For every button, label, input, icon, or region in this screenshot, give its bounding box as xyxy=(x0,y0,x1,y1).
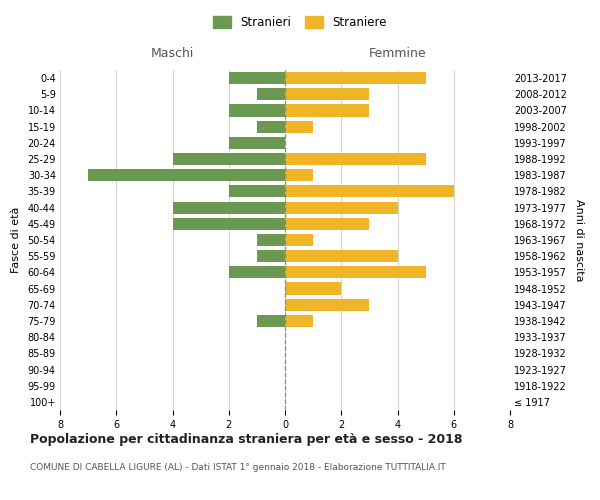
Text: Popolazione per cittadinanza straniera per età e sesso - 2018: Popolazione per cittadinanza straniera p… xyxy=(30,432,463,446)
Bar xyxy=(285,266,425,278)
Bar xyxy=(285,250,398,262)
Legend: Stranieri, Straniere: Stranieri, Straniere xyxy=(208,11,392,34)
Bar xyxy=(257,250,285,262)
Bar xyxy=(173,218,285,230)
Y-axis label: Fasce di età: Fasce di età xyxy=(11,207,20,273)
Y-axis label: Anni di nascita: Anni di nascita xyxy=(574,198,584,281)
Bar xyxy=(285,169,313,181)
Bar xyxy=(285,104,370,117)
Text: Maschi: Maschi xyxy=(151,48,194,60)
Bar xyxy=(257,234,285,246)
Bar xyxy=(285,282,341,294)
Bar xyxy=(257,88,285,101)
Bar xyxy=(173,153,285,165)
Bar xyxy=(285,120,313,132)
Bar xyxy=(229,137,285,149)
Text: Femmine: Femmine xyxy=(368,48,427,60)
Text: COMUNE DI CABELLA LIGURE (AL) - Dati ISTAT 1° gennaio 2018 - Elaborazione TUTTIT: COMUNE DI CABELLA LIGURE (AL) - Dati IST… xyxy=(30,462,446,471)
Bar xyxy=(88,169,285,181)
Bar xyxy=(257,315,285,327)
Bar xyxy=(285,186,454,198)
Bar xyxy=(285,202,398,213)
Bar xyxy=(229,72,285,84)
Bar xyxy=(229,186,285,198)
Bar xyxy=(257,120,285,132)
Bar xyxy=(229,104,285,117)
Bar xyxy=(285,298,370,311)
Bar xyxy=(229,266,285,278)
Bar xyxy=(285,315,313,327)
Bar xyxy=(285,72,425,84)
Bar xyxy=(285,234,313,246)
Bar xyxy=(285,218,370,230)
Bar xyxy=(173,202,285,213)
Bar xyxy=(285,153,425,165)
Bar xyxy=(285,88,370,101)
